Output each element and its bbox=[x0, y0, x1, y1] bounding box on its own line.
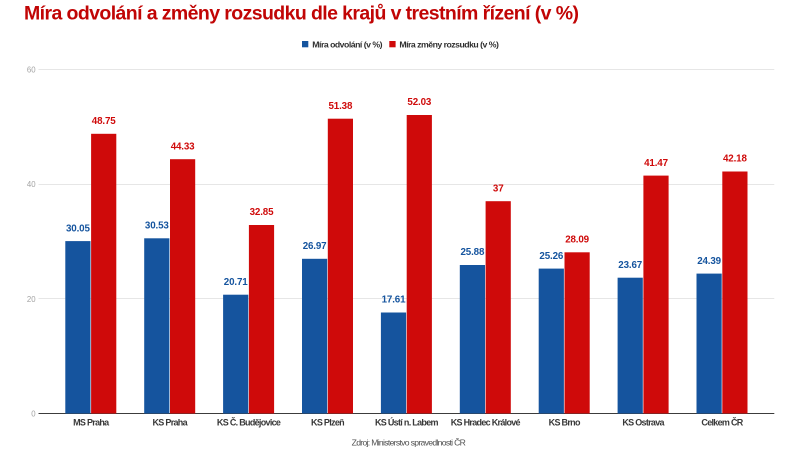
svg-text:51.38: 51.38 bbox=[329, 101, 353, 112]
svg-text:42.18: 42.18 bbox=[723, 154, 747, 165]
svg-text:41.47: 41.47 bbox=[644, 158, 668, 169]
svg-text:KS Plzeň: KS Plzeň bbox=[311, 418, 344, 428]
svg-text:KS Ostrava: KS Ostrava bbox=[622, 418, 665, 428]
svg-text:KS Č. Budějovice: KS Č. Budějovice bbox=[217, 417, 281, 428]
svg-text:Míra odvolání (v %): Míra odvolání (v %) bbox=[312, 39, 382, 49]
svg-text:28.09: 28.09 bbox=[565, 235, 589, 246]
svg-text:52.03: 52.03 bbox=[407, 97, 431, 108]
svg-text:44.33: 44.33 bbox=[171, 141, 195, 152]
svg-text:32.85: 32.85 bbox=[250, 207, 274, 218]
svg-text:KS Brno: KS Brno bbox=[549, 418, 581, 428]
svg-text:Míra odvolání a změny rozsudku: Míra odvolání a změny rozsudku dle krajů… bbox=[24, 3, 578, 25]
svg-text:30.53: 30.53 bbox=[145, 221, 169, 232]
svg-text:20: 20 bbox=[27, 295, 36, 304]
svg-text:23.67: 23.67 bbox=[618, 260, 642, 271]
svg-text:MS Praha: MS Praha bbox=[73, 418, 110, 428]
svg-text:24.39: 24.39 bbox=[697, 256, 721, 267]
svg-text:KS Ústí n. Labem: KS Ústí n. Labem bbox=[375, 417, 439, 428]
svg-text:Celkem ČR: Celkem ČR bbox=[701, 417, 743, 428]
svg-text:26.97: 26.97 bbox=[303, 241, 327, 252]
svg-text:25.88: 25.88 bbox=[461, 247, 485, 258]
svg-text:37: 37 bbox=[493, 183, 504, 194]
svg-text:48.75: 48.75 bbox=[92, 116, 116, 127]
svg-text:60: 60 bbox=[27, 65, 36, 74]
svg-text:20.71: 20.71 bbox=[224, 277, 248, 288]
svg-text:40: 40 bbox=[27, 180, 36, 189]
svg-text:Míra změny rozsudku (v %): Míra změny rozsudku (v %) bbox=[399, 39, 499, 49]
svg-text:KS Praha: KS Praha bbox=[152, 418, 188, 428]
svg-text:Zdroj: Ministerstvo spravedlno: Zdroj: Ministerstvo spravedlnosti ČR bbox=[352, 438, 466, 448]
svg-text:KS Hradec Králové: KS Hradec Králové bbox=[451, 418, 521, 428]
svg-text:30.05: 30.05 bbox=[66, 223, 90, 234]
svg-text:17.61: 17.61 bbox=[382, 295, 406, 306]
svg-text:0: 0 bbox=[31, 410, 36, 419]
svg-text:25.26: 25.26 bbox=[539, 251, 563, 262]
